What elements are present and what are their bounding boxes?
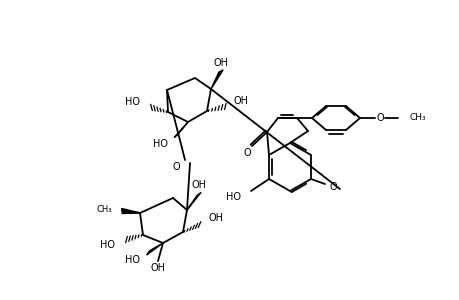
Text: OH: OH <box>150 263 165 273</box>
Text: O: O <box>329 182 336 192</box>
Polygon shape <box>146 243 162 255</box>
Text: O: O <box>172 162 179 172</box>
Text: HO: HO <box>100 240 115 250</box>
Text: OH: OH <box>234 96 248 106</box>
Text: O: O <box>243 148 250 158</box>
Text: CH₃: CH₃ <box>409 112 425 122</box>
Text: HO: HO <box>153 139 168 149</box>
Text: OH: OH <box>213 58 228 68</box>
Text: HO: HO <box>125 97 140 107</box>
Polygon shape <box>174 122 188 138</box>
Polygon shape <box>187 193 201 210</box>
Text: HO: HO <box>225 192 241 202</box>
Polygon shape <box>122 208 140 214</box>
Polygon shape <box>211 70 223 89</box>
Text: OH: OH <box>208 213 224 223</box>
Text: CH₃: CH₃ <box>96 206 112 214</box>
Text: O: O <box>375 113 383 123</box>
Text: HO: HO <box>125 255 140 265</box>
Text: OH: OH <box>191 180 206 190</box>
